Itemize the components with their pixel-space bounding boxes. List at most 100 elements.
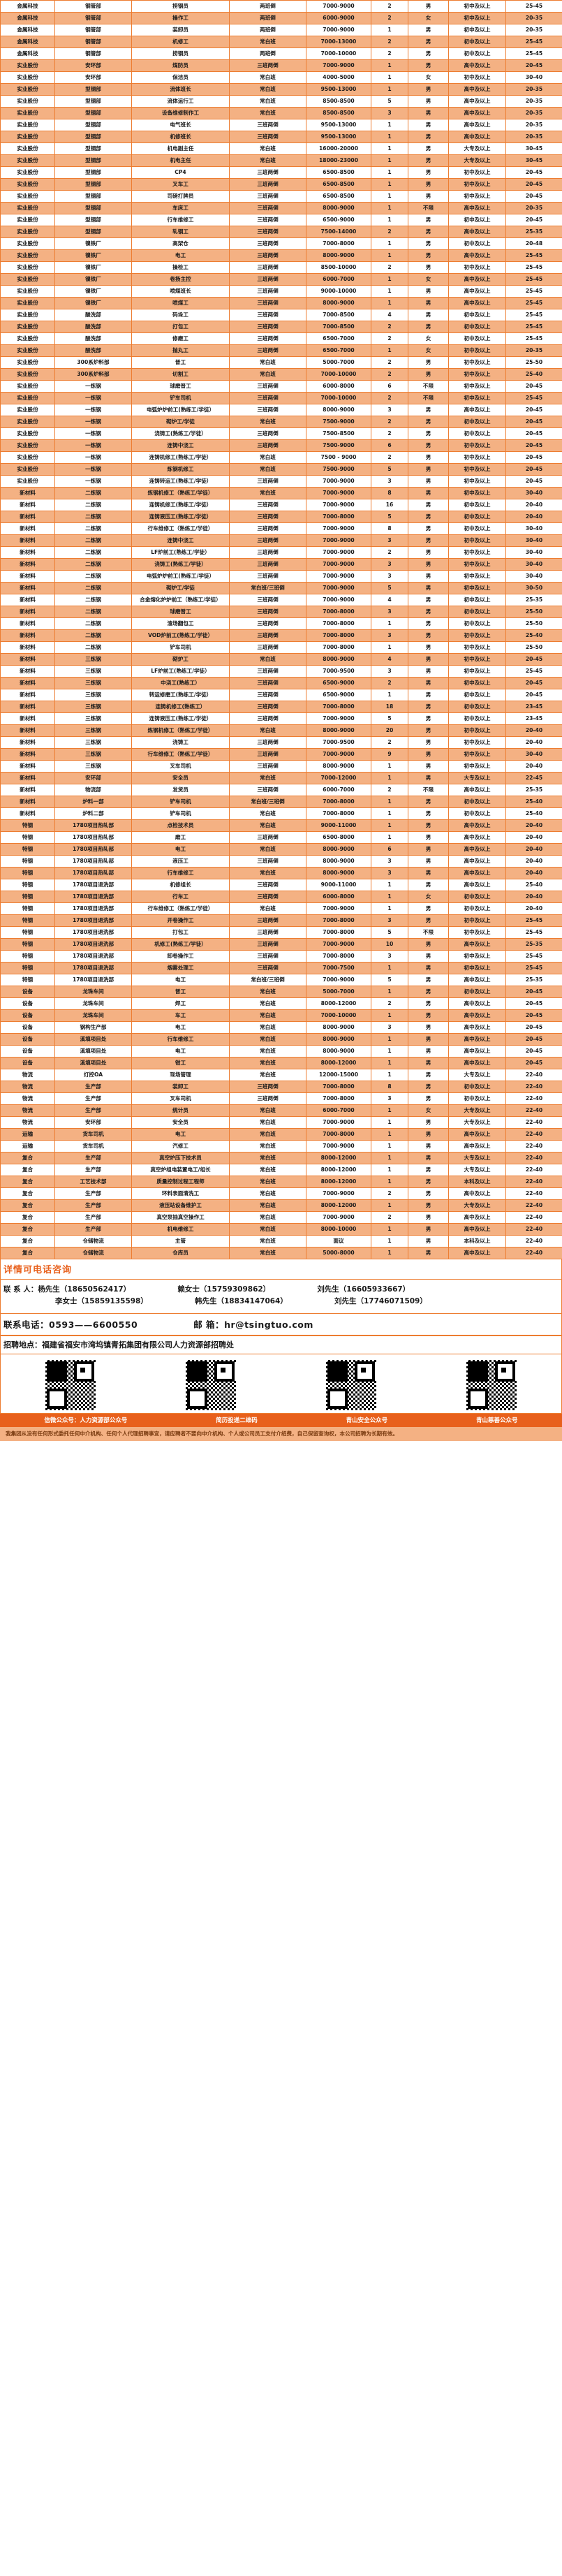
cell-学历: 本科及以上 — [448, 1235, 506, 1247]
cell-人数: 3 — [371, 404, 408, 416]
cell-班制: 常白班 — [229, 1187, 306, 1200]
table-row: 设备 龙珠车间 普工 常白班 5000-7000 1 男初中及以上 20-45 — [0, 986, 562, 998]
cell-学历: 初中及以上 — [448, 641, 506, 654]
cell-薪资: 7500 - 9000 — [306, 451, 371, 464]
cell-部门: 生产部 — [54, 1211, 132, 1224]
cell-学历: 初中及以上 — [448, 986, 506, 998]
cell-部门: 二炼钢 — [54, 570, 132, 583]
cell-岗位: 液压工 — [131, 855, 230, 868]
cell-薪资: 面议 — [306, 1235, 371, 1247]
cell-薪资: 8000-9000 — [306, 843, 371, 856]
cell-学历: 初中及以上 — [448, 760, 506, 773]
cell-公司: 实业股份 — [0, 392, 55, 404]
table-row: 实业股份 型钢部 电气班长 三班两倒 9500-13000 1 男高中及以上 20-35 — [0, 119, 562, 131]
cell-人数: 1 — [371, 819, 408, 832]
cell-岗位: 轧钢工 — [131, 226, 230, 238]
cell-公司: 实业股份 — [0, 427, 55, 440]
cell-人数: 1 — [371, 1116, 408, 1129]
cell-班制: 三班两倒 — [229, 831, 306, 844]
cell-年龄: 20-35 — [505, 83, 562, 96]
cell-年龄: 20-45 — [505, 1009, 562, 1022]
cell-部门: 1780项目热轧部 — [54, 831, 132, 844]
cell-年龄: 30-50 — [505, 582, 562, 594]
cell-学历: 高中及以上 — [448, 273, 506, 286]
qr-item — [186, 1359, 237, 1410]
cell-年龄: 22-40 — [505, 1081, 562, 1093]
cell-学历: 大专及以上 — [448, 1104, 506, 1117]
cell-班制: 常白班 — [229, 1021, 306, 1034]
cell-学历: 大专及以上 — [448, 772, 506, 784]
cell-性别: 男 — [408, 606, 449, 618]
cell-部门: 灯控OA — [54, 1069, 132, 1081]
cell-学历: 高中及以上 — [448, 1033, 506, 1046]
table-row: 实业股份 型钢部 机电副主任 常白班 16000-20000 1 男大专及以上 30-45 — [0, 142, 562, 155]
cell-学历: 初中及以上 — [448, 594, 506, 606]
cell-学历: 初中及以上 — [448, 653, 506, 666]
cell-人数: 3 — [371, 570, 408, 583]
cell-性别: 男 — [408, 1247, 449, 1259]
cell-部门: 钢管部 — [54, 12, 132, 24]
cell-人数: 1 — [371, 1069, 408, 1081]
cell-班制: 三班两倒 — [229, 914, 306, 927]
cell-岗位: LF炉前工(熟练工/学徒） — [131, 546, 230, 559]
cell-公司: 特钢 — [0, 879, 55, 891]
cell-性别: 男 — [408, 629, 449, 642]
cell-部门: 货车司机 — [54, 1128, 132, 1141]
cell-薪资: 7500-9000 — [306, 416, 371, 428]
cell-班制: 三班两倒 — [229, 511, 306, 523]
email-value[interactable]: hr@tsingtuo.com — [224, 1319, 313, 1330]
cell-年龄: 20-45 — [505, 190, 562, 203]
cell-岗位: 连铸转运工(熟练工/学徒） — [131, 475, 230, 488]
cell-公司: 特钢 — [0, 855, 55, 868]
table-row: 物流 生产部 叉车司机 三班两倒 7000-8000 3 男初中及以上 22-40 — [0, 1092, 562, 1105]
cell-班制: 常白班 — [229, 107, 306, 119]
cell-学历: 高中及以上 — [448, 1187, 506, 1200]
cell-公司: 特钢 — [0, 962, 55, 974]
cell-学历: 高中及以上 — [448, 974, 506, 986]
cell-人数: 2 — [371, 1211, 408, 1224]
address-label: 招聘地点： — [3, 1340, 42, 1349]
cell-性别: 男 — [408, 0, 449, 13]
cell-公司: 实业股份 — [0, 190, 55, 203]
cell-班制: 常白班 — [229, 1247, 306, 1259]
cell-岗位: 连铸中浇工 — [131, 439, 230, 452]
cell-班制: 常白班 — [229, 1033, 306, 1046]
cell-性别: 男 — [408, 546, 449, 559]
cell-薪资: 8000-9000 — [306, 653, 371, 666]
cell-人数: 1 — [371, 166, 408, 179]
cell-公司: 新材料 — [0, 712, 55, 725]
cell-年龄: 25-40 — [505, 629, 562, 642]
cell-人数: 16 — [371, 499, 408, 511]
cell-年龄: 30-40 — [505, 558, 562, 571]
cell-学历: 高中及以上 — [448, 1045, 506, 1058]
cell-薪资: 7000-8000 — [306, 1081, 371, 1093]
cell-年龄: 22-40 — [505, 1223, 562, 1236]
cell-薪资: 7000-9000 — [306, 24, 371, 36]
table-row: 新材料 炉料一部 铲车司机 常白班/三班倒 7000-8000 1 男初中及以上 25-40 — [0, 796, 562, 808]
cell-人数: 2 — [371, 12, 408, 24]
cell-薪资: 8000-12000 — [306, 1164, 371, 1176]
cell-公司: 复合 — [0, 1176, 55, 1188]
cell-岗位: 电工 — [131, 1045, 230, 1058]
cell-学历: 高中及以上 — [448, 1057, 506, 1069]
cell-性别: 男 — [408, 214, 449, 226]
cell-薪资: 6000-8000 — [306, 380, 371, 393]
cell-岗位: 铲车司机 — [131, 641, 230, 654]
cell-公司: 设备 — [0, 1009, 55, 1022]
cell-岗位: 连铸液压工(熟练工/学徒） — [131, 511, 230, 523]
cell-岗位: 码垛工 — [131, 309, 230, 321]
cell-薪资: 7000-9000 — [306, 546, 371, 559]
cell-年龄: 20-40 — [505, 855, 562, 868]
table-row: 实业股份 型钢部 机修班长 三班两倒 9500-13000 1 男高中及以上 20-35 — [0, 131, 562, 143]
table-row: 实业股份 镍铁厂 卷扬主控 三班两倒 6000-7000 1 女高中及以上 25-45 — [0, 273, 562, 286]
cell-人数: 2 — [371, 784, 408, 796]
cell-薪资: 7000-9000 — [306, 570, 371, 583]
cell-岗位: 捞钢员 — [131, 47, 230, 60]
cell-公司: 新材料 — [0, 748, 55, 761]
contact-6: 刘先生（17746071509） — [334, 1297, 427, 1306]
cell-学历: 初中及以上 — [448, 522, 506, 535]
table-row: 复合 仓储物流 仓库员 常白班 5000-8000 1 男高中及以上 22-40 — [0, 1247, 562, 1259]
table-row: 新材料 二炼钢 VOD炉前工(熟练工/学徒） 三班两倒 7000-8000 3 男初中及以上… — [0, 629, 562, 642]
cell-公司: 实业股份 — [0, 404, 55, 416]
cell-薪资: 7000-9000 — [306, 594, 371, 606]
